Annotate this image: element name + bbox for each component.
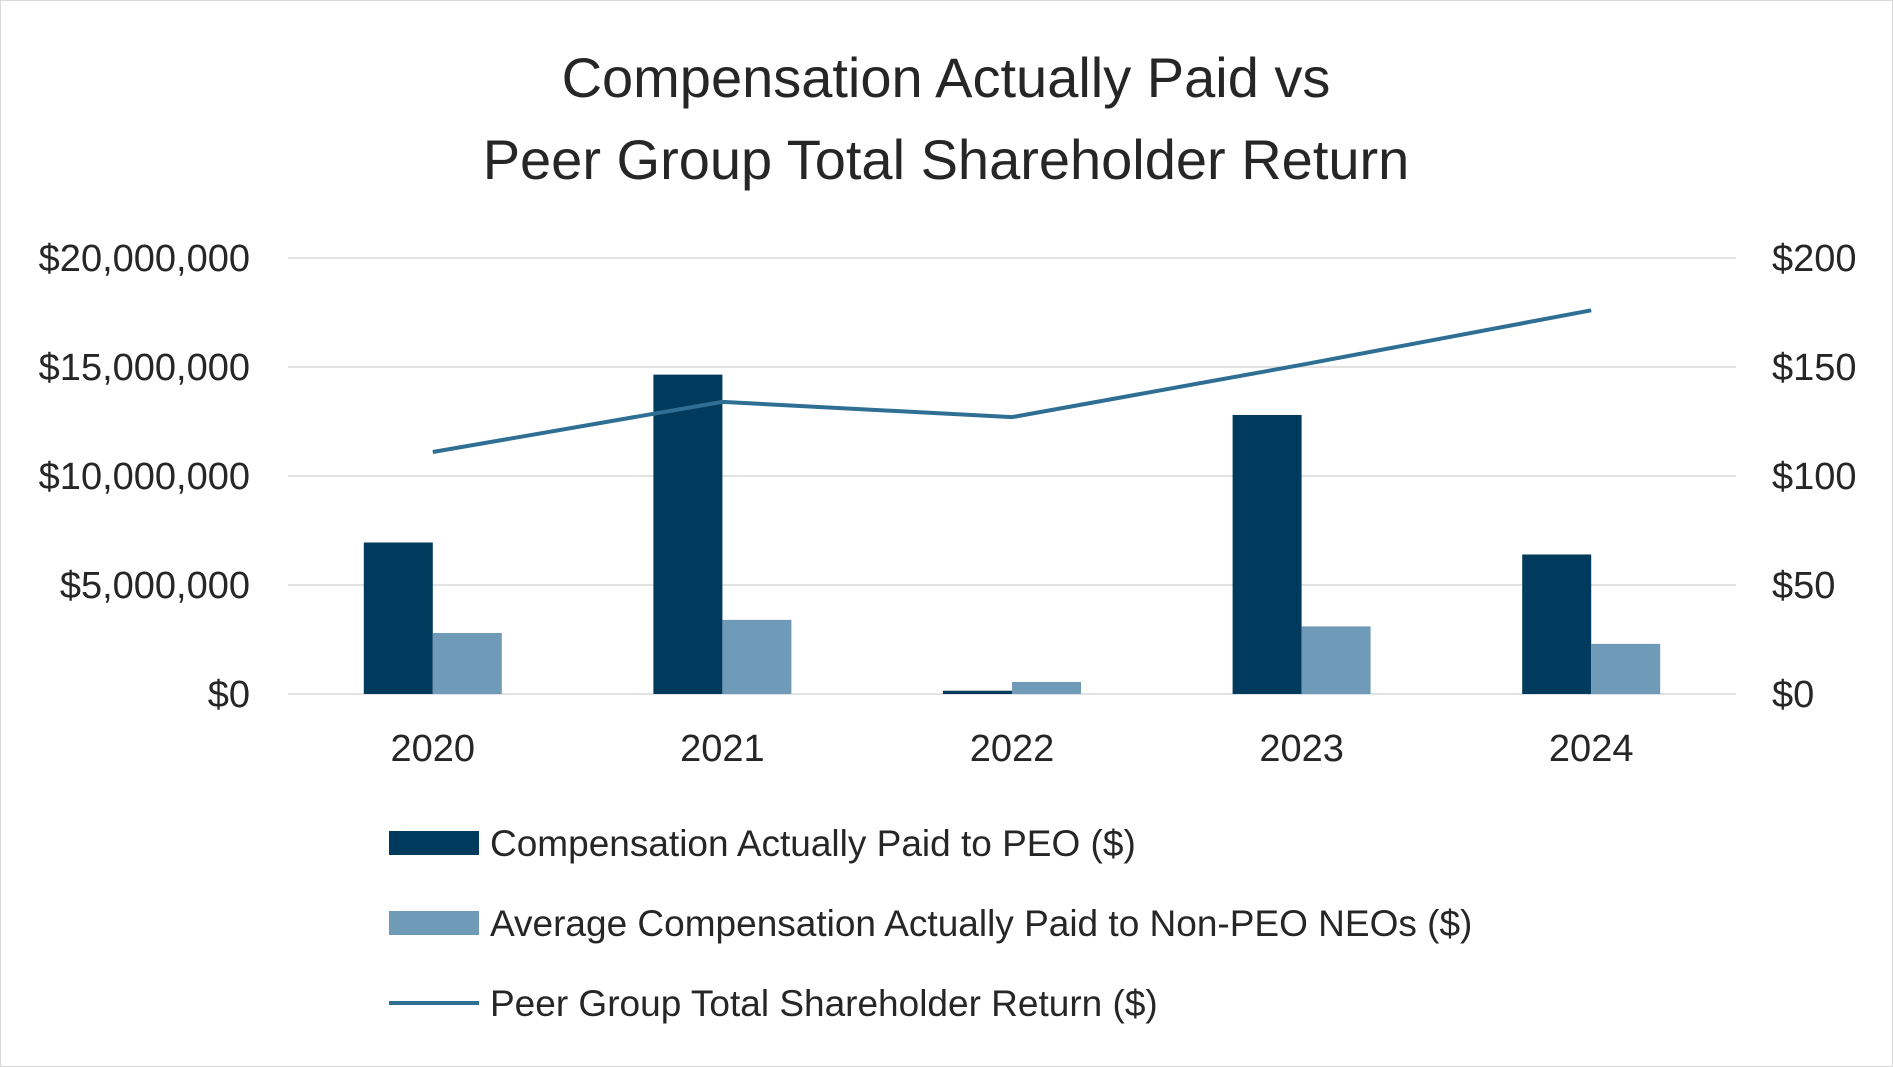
x-tick-label: 2023 (1259, 728, 1344, 770)
chart-title: Compensation Actually Paid vs Peer Group… (483, 46, 1410, 191)
right-tick-label: $100 (1772, 456, 1857, 498)
chart-title-line-1: Compensation Actually Paid vs (562, 46, 1331, 109)
legend-label: Average Compensation Actually Paid to No… (490, 903, 1472, 944)
gridlines (288, 257, 1736, 695)
right-tick-label: $200 (1772, 238, 1857, 280)
x-tick-label: 2020 (391, 728, 476, 770)
left-axis-ticks: $0 $5,000,000 $10,000,000 $15,000,000 $20,00… (39, 238, 250, 716)
left-tick-label: $15,000,000 (39, 347, 250, 389)
left-tick-label: $5,000,000 (60, 565, 250, 607)
legend-swatch-non-peo (389, 911, 479, 935)
right-tick-label: $150 (1772, 347, 1857, 389)
bar-peo (1232, 414, 1302, 694)
legend-label: Peer Group Total Shareholder Return ($) (490, 983, 1158, 1024)
bars (363, 374, 1661, 694)
bar-peo (1522, 554, 1592, 694)
bar-non-peo (1591, 643, 1661, 694)
bar-non-peo (1301, 626, 1371, 694)
tsr-line (432, 308, 1592, 454)
x-axis-ticks: 2020 2021 2022 2023 2024 (391, 728, 1634, 770)
left-tick-label: $0 (208, 674, 250, 716)
x-tick-label: 2021 (680, 728, 765, 770)
chart-title-line-2: Peer Group Total Shareholder Return (483, 128, 1410, 191)
x-tick-label: 2022 (970, 728, 1055, 770)
tsr-line-path (432, 308, 1592, 454)
bar-peo (943, 690, 1012, 694)
x-tick-label: 2024 (1549, 728, 1634, 770)
bar-peo (653, 374, 723, 694)
right-axis-ticks: $0 $50 $100 $150 $200 (1772, 238, 1857, 716)
left-tick-label: $10,000,000 (39, 456, 250, 498)
legend-label: Compensation Actually Paid to PEO ($) (490, 823, 1136, 864)
right-tick-label: $0 (1772, 674, 1814, 716)
bar-peo (363, 542, 433, 694)
right-tick-label: $50 (1772, 565, 1835, 607)
bar-non-peo (722, 619, 792, 694)
legend-swatch-peo (389, 831, 479, 855)
bar-non-peo (1012, 682, 1081, 694)
bar-non-peo (432, 632, 502, 694)
left-tick-label: $20,000,000 (39, 238, 250, 280)
legend: Compensation Actually Paid to PEO ($) Ave… (389, 823, 1472, 1024)
